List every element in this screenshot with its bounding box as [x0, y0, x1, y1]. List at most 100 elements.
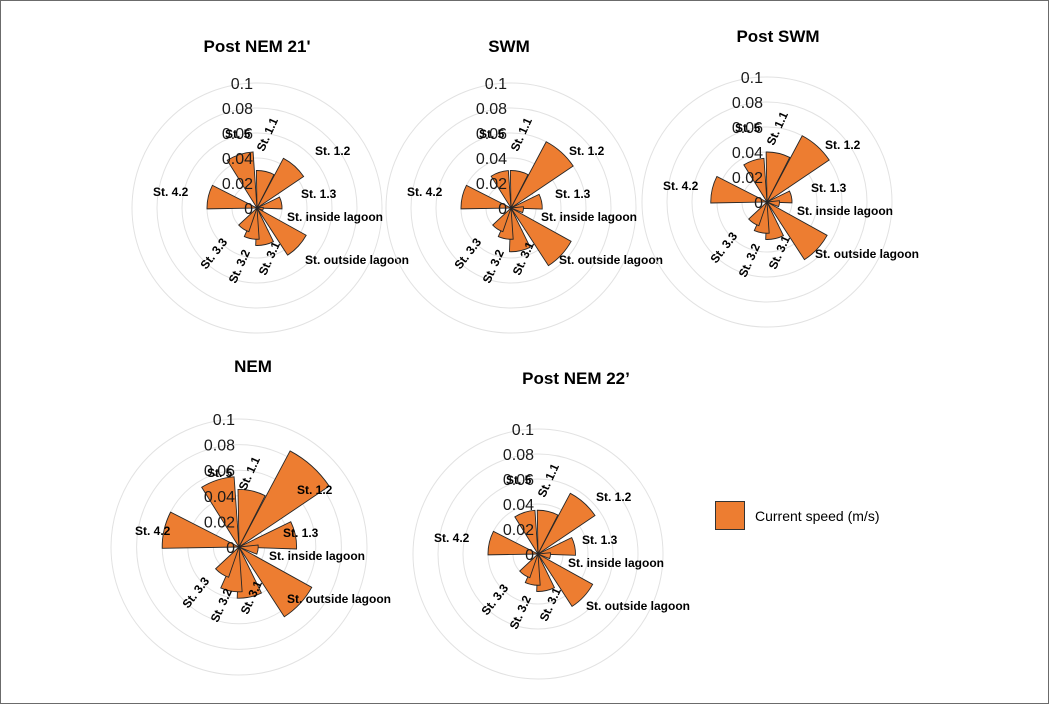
polar-chart-2: 0 0.02 0.04 0.06 0.08 0.1 St. 1.1 St. 1.2 St. 1.… — [385, 37, 663, 334]
bar-st-1-1 — [237, 488, 266, 548]
bar-st-4-2 — [460, 184, 512, 210]
category-label-st-5: St. 5 — [479, 127, 505, 141]
bar-st-outside-lagoon — [256, 207, 307, 256]
bar-st-1-3 — [238, 521, 298, 550]
category-label-st-1-1: St. 1.1 — [535, 461, 562, 499]
category-label-st-1-2: St. 1.2 — [596, 490, 632, 504]
bar-st-outside-lagoon — [238, 546, 313, 618]
grid-circle — [385, 82, 637, 334]
r-tick-label: 0.02 — [222, 176, 253, 193]
grid-circle — [410, 107, 612, 309]
bar-st-3-1 — [536, 553, 556, 592]
bar-st-1-3 — [537, 536, 576, 556]
grid-circle — [131, 82, 383, 334]
bar-st-1-3 — [510, 193, 543, 210]
bar-st-5 — [226, 151, 258, 209]
category-label-st-1-3: St. 1.3 — [811, 181, 847, 195]
r-tick-label: 0 — [754, 195, 763, 212]
grid-circle — [136, 444, 342, 650]
category-label-st-3-2: St. 3.2 — [736, 241, 763, 279]
bar-st-3-1 — [236, 546, 263, 599]
category-label-st-5: St. 5 — [207, 466, 233, 480]
category-label-st-1-2: St. 1.2 — [315, 144, 351, 158]
r-tick-label: 0.08 — [204, 438, 235, 455]
bar-st-5 — [514, 509, 539, 555]
bar-st-outside-lagoon — [510, 207, 572, 267]
category-label-st-3-2: St. 3.2 — [208, 586, 235, 624]
category-label-st-1-1: St. 1.1 — [764, 109, 791, 147]
category-label-st-1-1: St. 1.1 — [508, 115, 535, 153]
bar-st-1-2 — [537, 492, 596, 555]
bar-st-1-1 — [509, 170, 529, 209]
chart-title: SWM — [488, 37, 530, 56]
bar-st-3-3 — [748, 201, 768, 227]
category-label-st-1-3: St. 1.3 — [555, 187, 591, 201]
grid-circle — [641, 76, 893, 328]
r-tick-label: 0.1 — [741, 70, 763, 87]
chart-title: Post NEM 22’ — [522, 369, 630, 388]
category-label-st-3-2: St. 3.2 — [507, 593, 534, 631]
r-tick-label: 0.08 — [732, 95, 763, 112]
legend: Current speed (m/s) — [715, 501, 879, 530]
category-label-st-3-3: St. 3.3 — [197, 235, 230, 272]
bar-st-1-1 — [255, 170, 275, 209]
r-tick-label: 0 — [226, 540, 235, 557]
bar-st-inside-lagoon — [256, 206, 264, 211]
bar-st-inside-lagoon — [537, 552, 551, 560]
grid-circle — [666, 101, 868, 303]
grid-circle — [156, 107, 358, 309]
bar-st-4-2 — [487, 530, 539, 556]
r-tick-label: 0.02 — [503, 522, 534, 539]
polar-chart-1: 0 0.02 0.04 0.06 0.08 0.1 St. 1.1 St. 1.2 St. 1.… — [131, 37, 409, 334]
bar-st-3-1 — [509, 207, 531, 253]
r-tick-label: 0.08 — [222, 101, 253, 118]
category-label-st-outside-lagoon: St. outside lagoon — [305, 253, 409, 267]
r-tick-label: 0.04 — [222, 151, 253, 168]
category-label-st-1-2: St. 1.2 — [569, 144, 605, 158]
category-label-st-1-3: St. 1.3 — [582, 533, 618, 547]
r-tick-label: 0.08 — [476, 101, 507, 118]
bar-st-1-2 — [256, 157, 305, 209]
category-label-st-inside-lagoon: St. inside lagoon — [568, 556, 664, 570]
polar-chart-4: 00.020.040.060.080.1St. 1.1 St. 1.2St. 1.… — [110, 357, 391, 676]
category-label-st-inside-lagoon: St. inside lagoon — [287, 210, 383, 224]
bar-st-3-3 — [238, 207, 258, 233]
chart-title: NEM — [234, 357, 272, 376]
r-tick-label: 0.04 — [476, 151, 507, 168]
r-tick-label: 0.1 — [231, 76, 253, 93]
category-label-st-3-3: St. 3.3 — [179, 574, 212, 611]
category-label-st-outside-lagoon: St. outside lagoon — [287, 592, 391, 606]
r-tick-label: 0.08 — [503, 447, 534, 464]
grid-circle — [462, 478, 614, 630]
r-tick-label: 0.06 — [503, 472, 534, 489]
category-label-st-inside-lagoon: St. inside lagoon — [797, 204, 893, 218]
category-label-st-4-2: St. 4.2 — [663, 179, 699, 193]
r-tick-label: 0 — [498, 201, 507, 218]
category-label-st-4-2: St. 4.2 — [153, 185, 189, 199]
category-label-st-1-2: St. 1.2 — [825, 138, 861, 152]
legend-label: Current speed (m/s) — [755, 507, 880, 524]
category-label-st-3-3: St. 3.3 — [707, 229, 740, 266]
bar-st-inside-lagoon — [510, 206, 524, 214]
bar-st-inside-lagoon — [766, 200, 780, 208]
grid-circle — [412, 428, 664, 680]
bar-st-3-1 — [255, 207, 275, 246]
category-label-st-inside-lagoon: St. inside lagoon — [269, 549, 365, 563]
grid-circle — [435, 132, 587, 284]
r-tick-label: 0.06 — [222, 126, 253, 143]
bar-st-1-1 — [765, 151, 791, 203]
category-label-st-5: St. 5 — [225, 127, 251, 141]
bar-st-inside-lagoon — [238, 544, 259, 555]
category-label-st-5: St. 5 — [506, 473, 532, 487]
category-label-st-3-3: St. 3.3 — [478, 581, 511, 618]
category-label-st-inside-lagoon: St. inside lagoon — [541, 210, 637, 224]
r-tick-label: 0.1 — [485, 76, 507, 93]
bar-st-5 — [490, 170, 512, 209]
chart-title: Post SWM — [736, 27, 819, 46]
grid-circle — [437, 453, 639, 655]
bar-st-4-2 — [161, 511, 240, 549]
r-tick-label: 0.1 — [512, 422, 534, 439]
bar-st-3-3 — [492, 207, 512, 233]
